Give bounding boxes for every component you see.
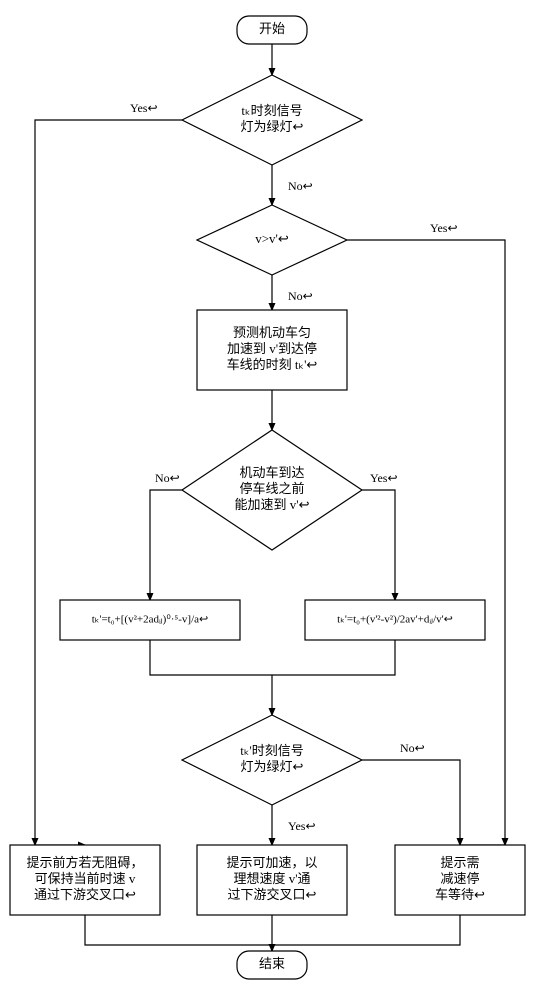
- svg-text:预测机动车匀: 预测机动车匀: [233, 325, 311, 340]
- svg-text:停车线之前: 停车线之前: [239, 481, 304, 496]
- node-d4: tₖ'时刻信号灯为绿灯↩: [182, 715, 362, 805]
- svg-text:可保持当前时速 v: 可保持当前时速 v: [35, 871, 136, 886]
- svg-text:No↩: No↩: [288, 289, 313, 303]
- svg-text:tₖ'=t₀+(v'²-v²)/2av'+dᵢⱼ/v'↩: tₖ'=t₀+(v'²-v²)/2av'+dᵢⱼ/v'↩: [337, 614, 453, 626]
- svg-text:灯为绿灯↩: 灯为绿灯↩: [241, 759, 304, 774]
- node-r1: 提示前方若无阻碍，可保持当前时速 v通过下游交叉口↩: [10, 845, 160, 915]
- node-d2: v>v'↩: [197, 205, 347, 275]
- svg-text:提示前方若无阻碍，: 提示前方若无阻碍，: [26, 855, 143, 870]
- svg-text:理想速度 v'通: 理想速度 v'通: [233, 871, 310, 886]
- svg-text:车线的时刻 tₖ'↩: 车线的时刻 tₖ'↩: [227, 357, 318, 372]
- svg-text:开始: 开始: [259, 21, 285, 36]
- svg-text:Yes↩: Yes↩: [370, 471, 398, 485]
- svg-text:No↩: No↩: [400, 741, 425, 755]
- svg-text:减速停: 减速停: [440, 871, 479, 886]
- svg-text:通过下游交叉口↩: 通过下游交叉口↩: [34, 887, 136, 902]
- svg-text:tₖ'时刻信号: tₖ'时刻信号: [240, 743, 304, 758]
- svg-text:tₖ'=t₀+[(v²+2adᵢⱼ)⁰·⁵-v]/a↩: tₖ'=t₀+[(v²+2adᵢⱼ)⁰·⁵-v]/a↩: [92, 614, 209, 626]
- svg-text:机动车到达: 机动车到达: [239, 465, 304, 480]
- svg-text:v>v'↩: v>v'↩: [255, 231, 289, 246]
- svg-text:No↩: No↩: [288, 179, 313, 193]
- node-f1: tₖ'=t₀+[(v²+2adᵢⱼ)⁰·⁵-v]/a↩: [60, 600, 240, 640]
- flowchart: 开始 tₖ时刻信号灯为绿灯↩ v>v'↩ 预测机动车匀加速到 v'到达停车线的时刻 t…: [0, 0, 544, 1000]
- node-d3: 机动车到达停车线之前能加速到 v'↩: [182, 430, 362, 550]
- node-p1: 预测机动车匀加速到 v'到达停车线的时刻 tₖ'↩: [197, 310, 347, 390]
- node-end: 结束: [237, 951, 307, 979]
- svg-text:Yes↩: Yes↩: [130, 101, 158, 115]
- svg-text:结束: 结束: [259, 956, 285, 971]
- node-d1: tₖ时刻信号灯为绿灯↩: [182, 75, 362, 165]
- svg-text:提示需: 提示需: [440, 855, 479, 870]
- svg-text:提示可加速，以: 提示可加速，以: [226, 855, 317, 870]
- svg-text:Yes↩: Yes↩: [288, 819, 316, 833]
- node-r3: 提示需减速停车等待↩: [395, 845, 525, 915]
- node-start: 开始: [237, 16, 307, 44]
- svg-text:车等待↩: 车等待↩: [435, 887, 485, 902]
- svg-text:能加速到 v'↩: 能加速到 v'↩: [235, 497, 310, 512]
- svg-text:灯为绿灯↩: 灯为绿灯↩: [241, 119, 304, 134]
- svg-text:过下游交叉口↩: 过下游交叉口↩: [228, 887, 317, 902]
- node-f2: tₖ'=t₀+(v'²-v²)/2av'+dᵢⱼ/v'↩: [305, 600, 485, 640]
- svg-text:No↩: No↩: [155, 471, 180, 485]
- node-r2: 提示可加速，以理想速度 v'通过下游交叉口↩: [197, 845, 347, 915]
- svg-text:Yes↩: Yes↩: [430, 221, 458, 235]
- svg-text:tₖ时刻信号: tₖ时刻信号: [241, 103, 302, 118]
- svg-text:加速到 v'到达停: 加速到 v'到达停: [227, 341, 317, 356]
